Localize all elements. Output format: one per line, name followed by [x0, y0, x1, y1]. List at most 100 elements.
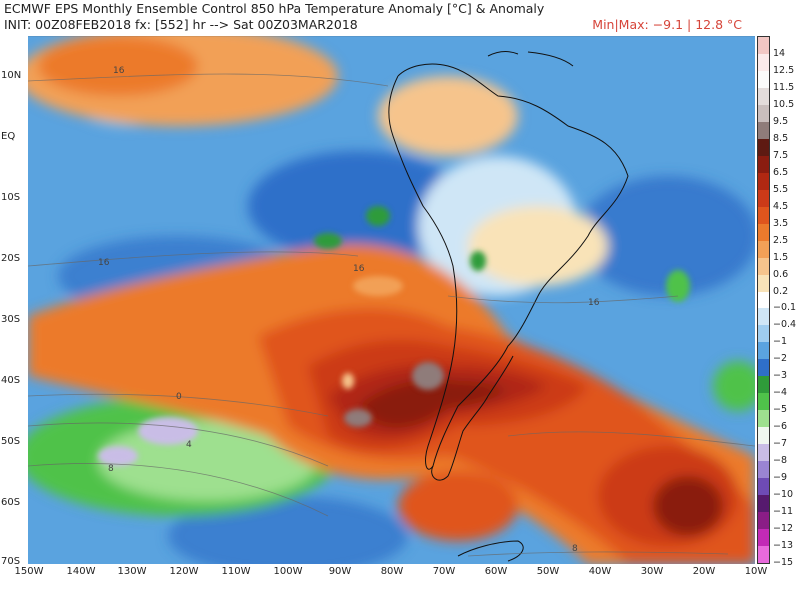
colorbar-swatch: [758, 87, 769, 106]
contour-label: 0: [176, 392, 182, 402]
colorbar-label: 7.5: [773, 149, 789, 161]
lon-label: 90W: [328, 566, 352, 577]
min-max-readout: Min|Max: −9.1 | 12.8 °C: [592, 17, 742, 32]
colorbar-label: 6.5: [773, 166, 789, 178]
map-title: ECMWF EPS Monthly Ensemble Control 850 h…: [4, 1, 545, 16]
colorbar-label: 2.5: [773, 234, 789, 246]
colorbar-swatch: [758, 37, 769, 55]
colorbar-label: −3: [773, 370, 788, 382]
colorbar-label: 1.5: [773, 251, 789, 263]
lon-label: 60W: [484, 566, 508, 577]
colorbar-swatch: [758, 478, 769, 496]
colorbar-swatch: [758, 206, 769, 225]
colorbar-label: 8.5: [773, 132, 789, 144]
colorbar-swatch: [758, 376, 769, 394]
contour-label: 4: [186, 440, 192, 450]
lat-label: 30S: [1, 314, 21, 325]
lat-label: 60S: [1, 497, 21, 508]
colorbar-swatch: [758, 240, 769, 259]
lon-label: 150W: [14, 566, 44, 577]
anomaly-map: 16 16 16 16 0 4 8 8: [28, 36, 755, 564]
coastlines: [388, 51, 629, 562]
lon-label: 70W: [432, 566, 456, 577]
colorbar-label: −4: [773, 387, 788, 399]
colorbar-label: −15: [773, 557, 794, 568]
colorbar-swatch: [758, 512, 769, 530]
lon-label: 130W: [117, 566, 147, 577]
lon-label: 50W: [536, 566, 560, 577]
colorbar-label: −9: [773, 472, 788, 484]
colorbar-label: −0.1: [773, 302, 797, 314]
colorbar-label: −0.4: [773, 319, 797, 331]
colorbar: [757, 36, 770, 564]
init-forecast-line: INIT: 00Z08FEB2018 fx: [552] hr --> Sat …: [4, 17, 358, 32]
colorbar-swatch: [758, 410, 769, 428]
lon-label: 30W: [640, 566, 664, 577]
colorbar-label: −5: [773, 404, 788, 416]
lat-label: 70S: [1, 556, 21, 567]
colorbar-label: 12.5: [773, 64, 795, 76]
colorbar-label: 14: [773, 47, 786, 59]
colorbar-swatch: [758, 172, 769, 191]
lon-label: 140W: [66, 566, 96, 577]
colorbar-label: 5.5: [773, 183, 789, 195]
anomaly-map-svg: [28, 36, 755, 564]
colorbar-label: −13: [773, 540, 794, 552]
colorbar-swatch: [758, 325, 769, 343]
colorbar-label: 9.5: [773, 115, 789, 127]
colorbar-label: −2: [773, 353, 788, 365]
lat-label: 10S: [1, 192, 21, 203]
contour-label: 16: [98, 258, 110, 268]
lat-label: 50S: [1, 436, 21, 447]
colorbar-label: −7: [773, 438, 788, 450]
colorbar-swatch: [758, 359, 769, 377]
colorbar-label: 10.5: [773, 98, 795, 110]
colorbar-label: −10: [773, 489, 794, 501]
colorbar-label: 0.2: [773, 285, 789, 297]
colorbar-swatch: [758, 291, 769, 309]
colorbar-swatch: [758, 342, 769, 360]
lon-label: 80W: [380, 566, 404, 577]
contour-lines: [28, 73, 755, 557]
colorbar-label: −12: [773, 523, 794, 535]
colorbar-label: 11.5: [773, 81, 795, 93]
contour-label: 8: [108, 464, 114, 474]
colorbar-swatch: [758, 444, 769, 462]
colorbar-label: −1: [773, 336, 788, 348]
lon-label: 10W: [744, 566, 768, 577]
colorbar-swatch: [758, 121, 769, 140]
colorbar-label: −8: [773, 455, 788, 467]
contour-label: 16: [113, 66, 125, 76]
colorbar-swatch: [758, 138, 769, 157]
lon-label: 110W: [221, 566, 251, 577]
colorbar-swatch: [758, 53, 769, 72]
colorbar-swatch: [758, 461, 769, 479]
colorbar-swatch: [758, 155, 769, 174]
colorbar-swatch: [758, 223, 769, 242]
colorbar-swatch: [758, 104, 769, 123]
contour-label: 8: [572, 544, 578, 554]
lon-label: 20W: [692, 566, 716, 577]
colorbar-label: 4.5: [773, 200, 789, 212]
contour-label: 16: [588, 298, 600, 308]
lon-label: 120W: [169, 566, 199, 577]
lon-label: 100W: [273, 566, 303, 577]
colorbar-label: 3.5: [773, 217, 789, 229]
colorbar-swatch: [758, 495, 769, 513]
colorbar-swatch: [758, 529, 769, 547]
colorbar-swatch: [758, 257, 769, 276]
colorbar-label: −11: [773, 506, 794, 518]
lat-label: EQ: [1, 131, 16, 142]
lon-label: 40W: [588, 566, 612, 577]
lat-label: 20S: [1, 253, 21, 264]
colorbar-label: 0.6: [773, 268, 789, 280]
colorbar-swatch: [758, 427, 769, 445]
colorbar-swatch: [758, 274, 769, 292]
contour-label: 16: [353, 264, 365, 274]
lat-label: 10N: [1, 70, 22, 81]
lat-label: 40S: [1, 375, 21, 386]
colorbar-swatch: [758, 189, 769, 208]
colorbar-label: −6: [773, 421, 788, 433]
colorbar-swatch: [758, 546, 769, 564]
colorbar-swatch: [758, 70, 769, 89]
